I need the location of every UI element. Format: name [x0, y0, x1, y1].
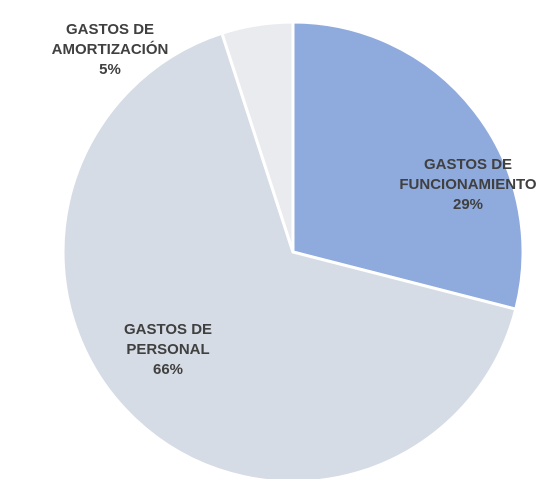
slice-label: GASTOS DE PERSONAL 66%	[98, 320, 238, 380]
category-name: GASTOS DE PERSONAL	[123, 321, 213, 358]
value-label: 66%	[152, 361, 184, 378]
slice-label: GASTOS DE AMORTIZACIÓN 5%	[35, 20, 185, 80]
pie-slice	[220, 20, 295, 253]
category-name: GASTOS DE FUNCIONAMIENTO	[399, 156, 537, 193]
category-name: GASTOS DE AMORTIZACIÓN	[51, 21, 169, 58]
slice-label: GASTOS DE FUNCIONAMIENTO 29%	[381, 155, 556, 215]
pie-slice	[61, 31, 518, 479]
pie-slice	[291, 20, 525, 312]
value-label: 29%	[452, 196, 484, 213]
value-label: 5%	[99, 61, 121, 78]
